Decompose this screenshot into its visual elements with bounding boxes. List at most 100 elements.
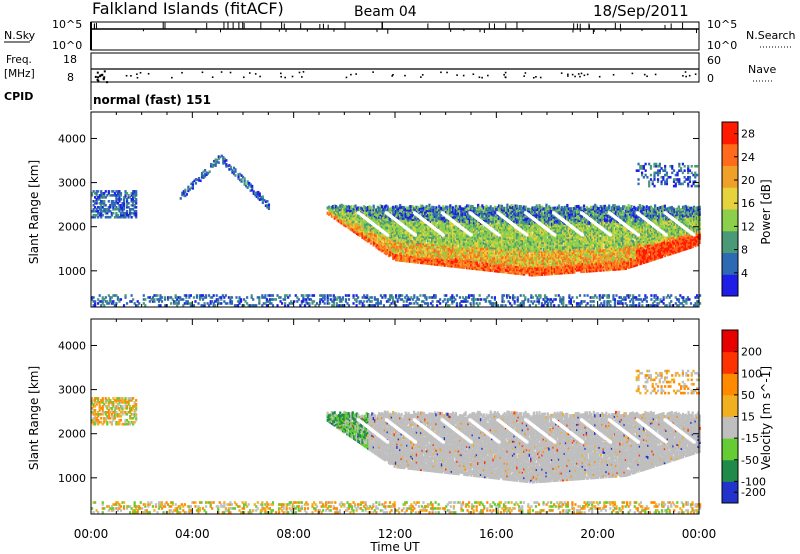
power-cell <box>387 236 391 240</box>
power-cell <box>500 250 503 254</box>
power-cell <box>387 247 391 251</box>
power-cell <box>422 231 425 235</box>
power-cell <box>570 254 573 258</box>
power-cell <box>567 212 570 216</box>
power-cell <box>373 209 377 213</box>
power-cell <box>535 209 538 213</box>
power-cell <box>399 242 402 246</box>
power-cell <box>573 249 576 253</box>
power-cell <box>419 211 423 215</box>
power-cell <box>341 217 345 221</box>
power-cell <box>401 250 405 254</box>
power-cell <box>386 237 389 241</box>
power-cell <box>509 255 512 259</box>
power-cell <box>474 245 477 250</box>
power-cell <box>542 270 545 275</box>
power-cell <box>431 251 434 255</box>
power-cell <box>456 231 459 235</box>
power-cell <box>404 211 407 215</box>
power-cell <box>509 263 512 268</box>
power-cell <box>509 251 512 255</box>
power-cell <box>419 259 423 263</box>
power-cell <box>327 205 331 209</box>
power-cell <box>452 245 455 249</box>
power-cell <box>378 217 381 221</box>
power-cell <box>504 258 508 262</box>
power-cell <box>417 209 420 213</box>
power-cell <box>389 240 392 245</box>
power-cell <box>534 234 537 238</box>
power-cell <box>521 215 524 220</box>
power-cell <box>467 239 470 243</box>
power-cell <box>506 231 509 235</box>
power-cell <box>553 271 556 276</box>
power-cell <box>559 253 562 257</box>
power-cell <box>429 228 432 232</box>
power-cell <box>555 264 558 268</box>
power-cell <box>482 211 485 215</box>
power-cell <box>563 255 566 259</box>
power-cell <box>507 228 510 232</box>
power-cell <box>560 237 563 241</box>
power-cell <box>524 209 527 213</box>
power-cell <box>376 207 379 211</box>
power-cell <box>424 208 427 212</box>
power-cell <box>546 221 549 225</box>
power-cell <box>553 215 556 219</box>
power-cell <box>463 235 466 239</box>
power-cell <box>367 221 370 226</box>
power-cell <box>432 241 435 245</box>
power-cell <box>472 233 476 237</box>
power-cell <box>461 256 464 260</box>
power-cell <box>521 235 524 239</box>
power-cell <box>513 257 516 261</box>
power-cell <box>504 229 508 234</box>
power-cell <box>450 207 453 212</box>
nave-dot <box>301 76 303 78</box>
power-cell <box>354 213 357 217</box>
power-cell <box>450 234 453 238</box>
power-cell <box>385 223 388 228</box>
power-cell <box>485 231 488 235</box>
power-cell <box>452 238 455 242</box>
power-cell <box>457 236 460 241</box>
power-cell <box>421 227 424 231</box>
power-cell <box>406 254 409 258</box>
power-cell <box>481 207 484 211</box>
power-cell <box>439 233 442 237</box>
power-cell <box>563 207 566 211</box>
power-cell <box>418 246 421 250</box>
nave-label: Nave <box>748 63 776 76</box>
power-cell <box>368 208 371 212</box>
power-cell <box>514 216 517 221</box>
power-cell <box>449 225 452 229</box>
power-cell <box>438 261 441 265</box>
power-cell <box>550 235 554 239</box>
power-cell <box>372 213 375 217</box>
power-cell <box>354 230 357 235</box>
power-cell <box>479 251 483 255</box>
power-cell <box>470 206 473 210</box>
power-cell <box>450 232 453 236</box>
power-cell <box>426 237 430 241</box>
power-cell <box>362 231 366 235</box>
power-cell <box>470 245 473 249</box>
power-cell <box>350 226 353 230</box>
power-cell <box>390 247 393 251</box>
power-cell <box>450 257 453 261</box>
power-cell <box>571 267 575 271</box>
power-cell <box>411 224 414 228</box>
power-cell <box>520 256 523 260</box>
power-cell <box>530 257 533 261</box>
power-cell <box>552 236 555 240</box>
power-cell <box>360 233 363 237</box>
power-cell <box>433 221 437 226</box>
power-cell <box>552 208 555 212</box>
nave-dot <box>567 73 569 76</box>
power-cell <box>555 247 558 251</box>
power-cell <box>431 235 434 239</box>
power-cell <box>514 266 517 270</box>
power-cell <box>371 216 374 220</box>
power-cell <box>386 240 389 244</box>
power-cell <box>408 259 412 263</box>
